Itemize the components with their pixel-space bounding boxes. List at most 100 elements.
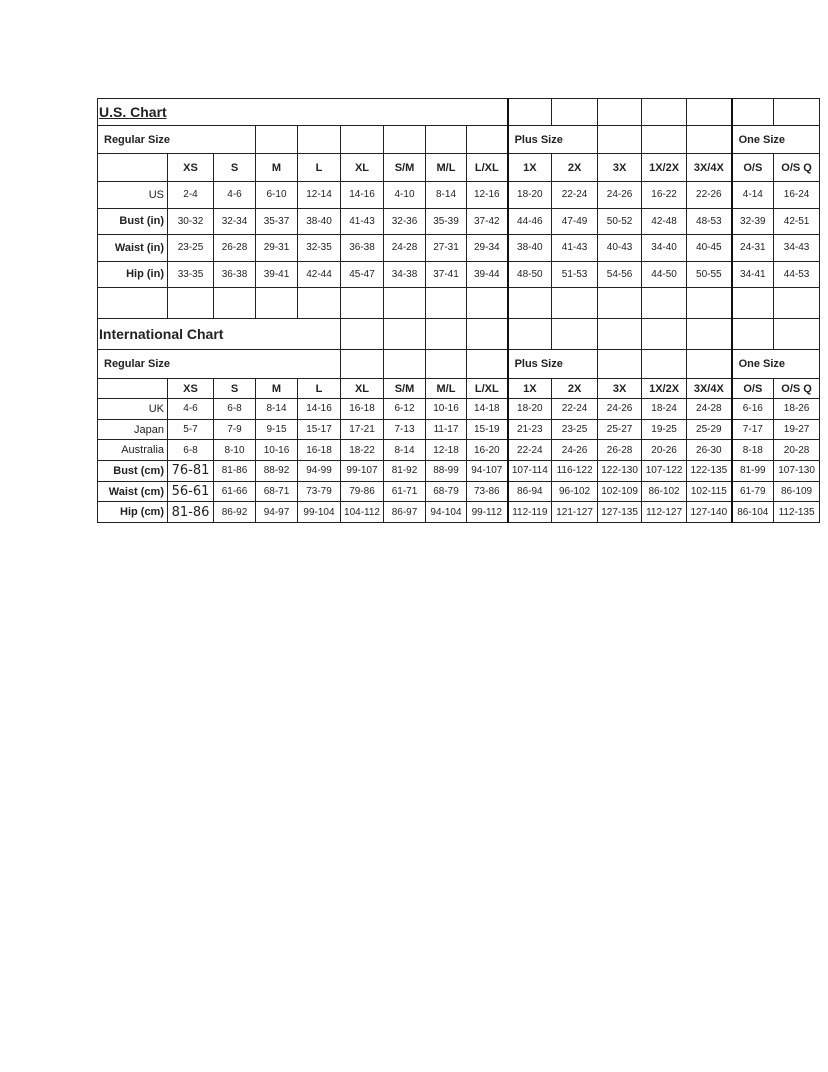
size-header: M/L [425, 378, 467, 399]
empty-cell [641, 349, 688, 379]
size-value: 48-50 [506, 260, 553, 288]
empty-cell [425, 287, 467, 319]
size-value: 2-4 [167, 181, 214, 209]
size-value: 34-43 [773, 234, 821, 262]
size-value: 34-41 [730, 260, 775, 288]
size-value: 24-28 [686, 398, 733, 420]
size-value: 107-114 [506, 460, 553, 482]
empty-cell [551, 287, 599, 319]
size-value: 30-32 [167, 207, 214, 235]
size-value: 102-109 [597, 480, 643, 503]
size-value: 50-55 [686, 260, 733, 288]
size-value: 32-36 [383, 207, 426, 235]
size-value: 86-109 [773, 480, 821, 503]
empty-cell [167, 287, 214, 319]
chart-title: International Chart [97, 318, 341, 350]
size-header: S/M [383, 153, 426, 182]
size-value: 37-41 [425, 260, 467, 288]
empty-cell [425, 349, 467, 379]
size-value: 102-115 [686, 480, 733, 503]
empty-cell [551, 318, 599, 350]
size-value: 99-104 [297, 501, 341, 524]
empty-cell [255, 287, 298, 319]
empty-cell [641, 98, 688, 126]
size-value: 36-38 [213, 260, 256, 288]
empty-cell [465, 349, 509, 379]
size-value: 42-51 [773, 207, 821, 235]
size-value: 23-25 [551, 418, 599, 441]
empty-cell [686, 287, 733, 319]
size-value: 61-79 [730, 480, 775, 503]
group-label-regular-size: Regular Size [97, 349, 341, 379]
size-value: 122-130 [597, 460, 643, 482]
size-header: O/S Q [773, 153, 821, 182]
size-value: 94-99 [297, 460, 341, 482]
size-value: 25-29 [686, 418, 733, 441]
size-value: 81-86 [167, 501, 214, 524]
empty-cell [383, 318, 426, 350]
size-value: 86-92 [213, 501, 256, 524]
size-header: O/S [730, 153, 775, 182]
size-value: 127-135 [597, 501, 643, 524]
group-label-plus-size: Plus Size [506, 125, 599, 154]
size-value: 6-8 [167, 439, 214, 462]
empty-cell [425, 125, 467, 154]
size-value: 8-14 [425, 181, 467, 209]
size-value: 18-26 [773, 398, 821, 420]
size-value: 36-38 [340, 234, 384, 262]
size-value: 38-40 [506, 234, 553, 262]
empty-cell [97, 287, 168, 319]
empty-cell [773, 318, 821, 350]
size-value: 51-53 [551, 260, 599, 288]
empty-cell [773, 98, 821, 126]
size-value: 104-112 [340, 501, 384, 524]
size-value: 11-17 [425, 418, 467, 441]
size-value: 25-27 [597, 418, 643, 441]
size-value: 6-10 [255, 181, 298, 209]
size-value: 8-14 [383, 439, 426, 462]
empty-cell [340, 318, 384, 350]
us_chart-title-row: U.S. Chart [96, 98, 821, 126]
row-label: Australia [97, 439, 168, 462]
size-value: 112-135 [773, 501, 821, 524]
empty-cell [730, 318, 775, 350]
size-chart-table: U.S. Chart Regular Size Plus Size One Size X… [96, 98, 821, 524]
size-value: 24-26 [597, 181, 643, 209]
measurement-row: Waist (cm) 56-61 61-66 68-71 73-79 79-86 61-71… [97, 480, 821, 503]
size-value: 44-53 [773, 260, 821, 288]
size-header: 2X [551, 378, 599, 399]
size-header: XL [340, 153, 384, 182]
empty-cell [506, 318, 553, 350]
size-value: 7-17 [730, 418, 775, 441]
size-value: 12-16 [465, 181, 509, 209]
size-value: 14-16 [340, 181, 384, 209]
size-value: 8-18 [730, 439, 775, 462]
size-header: XS [167, 378, 214, 399]
measurement-row: Japan 5-7 7-9 9-15 15-17 17-21 7-13 11-17 15-19 2… [97, 418, 821, 441]
size-value: 6-16 [730, 398, 775, 420]
us_chart-size-header-row: XS S M L XL S/M M/L L/XL 1X 2X 3X 1X/2X 3X/4X O/S O/S … [97, 153, 821, 182]
size-value: 18-24 [641, 398, 688, 420]
size-value: 107-122 [641, 460, 688, 482]
size-value: 18-22 [340, 439, 384, 462]
size-value: 122-135 [686, 460, 733, 482]
size-value: 76-81 [167, 460, 214, 482]
size-header: O/S Q [773, 378, 821, 399]
size-value: 22-24 [551, 181, 599, 209]
size-value: 14-18 [465, 398, 509, 420]
empty-cell [597, 318, 643, 350]
size-value: 34-38 [383, 260, 426, 288]
size-value: 48-53 [686, 207, 733, 235]
size-value: 54-56 [597, 260, 643, 288]
empty-cell [340, 349, 384, 379]
empty-cell [465, 318, 509, 350]
empty-cell [730, 287, 775, 319]
size-value: 29-34 [465, 234, 509, 262]
size-header: 3X [597, 378, 643, 399]
size-value: 73-79 [297, 480, 341, 503]
size-value: 94-104 [425, 501, 467, 524]
size-header: L/XL [465, 378, 509, 399]
measurement-row: Hip (in) 33-35 36-38 39-41 42-44 45-47 34-38 37… [97, 260, 821, 288]
size-value: 7-9 [213, 418, 256, 441]
size-header: O/S [730, 378, 775, 399]
